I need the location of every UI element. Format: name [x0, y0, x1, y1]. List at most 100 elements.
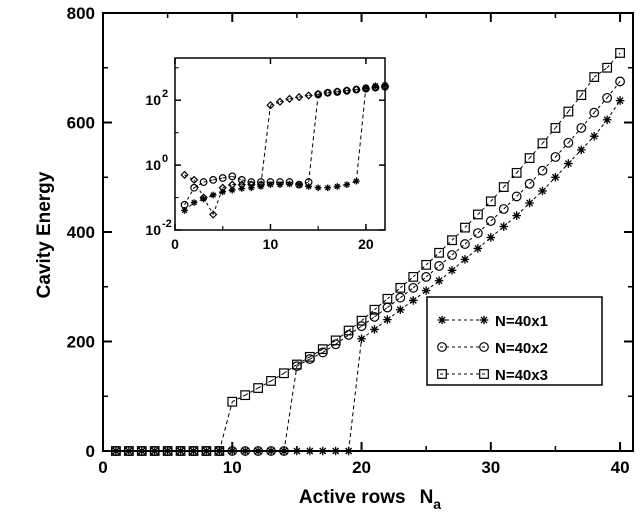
series-3-point — [237, 180, 246, 189]
series-3-point — [589, 72, 600, 82]
series-3-segment — [356, 87, 366, 90]
x-tick-label: 30 — [481, 458, 500, 477]
series-3-point — [253, 383, 264, 393]
series-2-point — [276, 178, 284, 186]
inset-y-tick-exponent: 0 — [162, 153, 168, 165]
series-2-point — [395, 292, 406, 303]
series-3-segment — [283, 364, 298, 374]
series-3-point — [524, 153, 535, 163]
series-3-segment — [399, 276, 414, 289]
series-2-segment — [296, 358, 311, 367]
x-tick-label: 40 — [611, 458, 630, 477]
series-3-segment — [222, 184, 233, 189]
series-1-point — [286, 180, 293, 188]
series-2-segment — [232, 175, 242, 181]
series-3-point — [563, 106, 574, 117]
series-2-point — [615, 76, 625, 87]
x-tick-label: 0 — [98, 458, 107, 477]
series-2-point — [589, 107, 600, 118]
series-2-point — [369, 311, 380, 322]
series-3-point — [189, 175, 199, 185]
series-3-segment — [270, 372, 285, 382]
series-1-point — [200, 195, 207, 203]
series-3-segment — [327, 91, 338, 94]
series-1-point — [473, 244, 483, 253]
series-2-point — [247, 178, 256, 186]
series-3-point — [275, 97, 285, 106]
series-3-point — [485, 196, 496, 207]
series-3-segment — [516, 157, 530, 174]
series-3-segment — [257, 380, 272, 389]
series-2-segment — [451, 243, 466, 256]
legend-box — [426, 296, 603, 386]
series-2-point — [485, 216, 496, 226]
series-2-segment — [335, 334, 349, 345]
series-2-segment — [241, 179, 252, 183]
series-2-segment — [193, 181, 204, 189]
series-1-point — [447, 266, 457, 275]
series-2-segment — [308, 94, 319, 183]
inset-y-tick-exponent: 2 — [162, 88, 168, 100]
series-3-point — [247, 180, 256, 189]
series-3-segment — [299, 94, 309, 98]
series-3-point — [266, 101, 275, 110]
inset-y-tick-label: 10 — [145, 157, 161, 173]
x-axis-symbol: N — [420, 487, 434, 508]
y-tick-label: 200 — [67, 333, 95, 352]
legend-marker-end — [479, 342, 489, 352]
series-3-point — [369, 304, 380, 315]
series-2-point — [602, 92, 613, 103]
series-2-point — [498, 204, 509, 214]
legend-marker-start — [437, 369, 447, 379]
series-1-point — [362, 84, 370, 91]
series-3-segment — [490, 186, 505, 202]
main-plot-frame — [102, 12, 634, 452]
series-3-segment — [212, 187, 224, 215]
series-3-segment — [318, 92, 328, 95]
series-3-point — [550, 123, 561, 133]
series-1-point — [267, 181, 274, 188]
series-3-segment — [309, 348, 324, 358]
series-3-point — [314, 89, 323, 99]
inset-plot-frame — [174, 57, 386, 231]
series-3-segment — [337, 89, 347, 93]
series-1-point — [357, 334, 366, 344]
series-2-segment — [542, 156, 556, 172]
series-1-point — [421, 286, 431, 295]
series-1-point — [551, 172, 560, 182]
series-3-segment — [529, 142, 543, 159]
series-3-segment — [289, 96, 300, 100]
series-2-segment — [374, 307, 388, 318]
series-1-point — [460, 255, 470, 264]
legend-label: N=40x3 — [495, 367, 548, 384]
series-2-point — [199, 178, 208, 186]
series-3-point — [382, 293, 393, 304]
series-3-point — [294, 92, 304, 102]
series-3-point — [421, 259, 432, 270]
series-3-segment — [346, 88, 357, 91]
series-2-point — [266, 178, 275, 186]
series-2-point — [524, 178, 535, 189]
series-3-segment — [593, 67, 608, 78]
series-3-point — [199, 193, 208, 202]
series-1-point — [564, 159, 573, 168]
series-3-point — [279, 368, 289, 379]
series-3-segment — [365, 86, 376, 89]
inset-x-tick-label: 10 — [263, 236, 279, 252]
series-2-segment — [425, 265, 440, 278]
series-3-segment — [218, 401, 233, 452]
series-3-point — [342, 86, 351, 95]
series-2-segment — [283, 366, 298, 452]
series-3-segment — [260, 105, 271, 185]
series-2-segment — [298, 181, 309, 186]
series-3-point — [460, 222, 470, 233]
series-2-segment — [490, 208, 505, 222]
series-2-segment — [477, 220, 492, 234]
series-3-segment — [606, 52, 621, 69]
series-1-point — [324, 184, 332, 192]
series-3-segment — [361, 309, 375, 322]
y-tick-label: 800 — [67, 4, 95, 23]
series-2-segment — [348, 325, 362, 336]
series-3-segment — [270, 101, 281, 106]
series-1-point — [396, 305, 405, 315]
